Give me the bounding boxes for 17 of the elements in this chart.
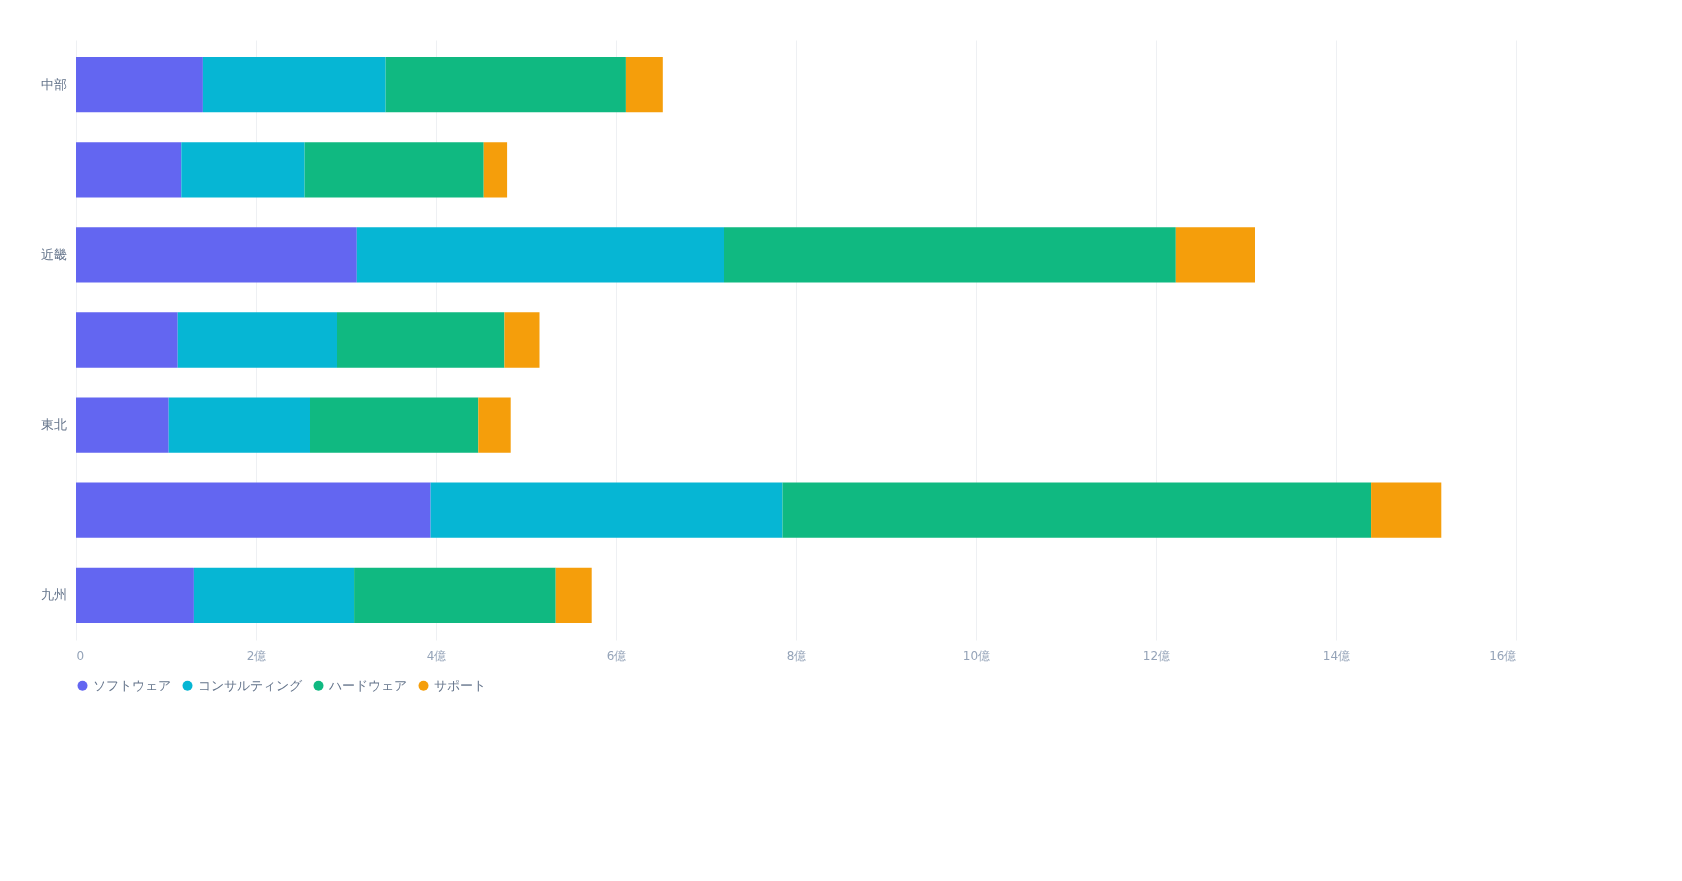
x-tick-label: 14億: [1322, 648, 1351, 663]
x-tick-label: 12億: [1142, 648, 1171, 663]
x-tick-label: 16億: [1489, 648, 1517, 663]
x-tick-label: 10億: [962, 648, 991, 663]
y-tick-label: 九州: [40, 587, 67, 603]
legend-label: ハードウェア: [328, 677, 407, 693]
y-tick-label: 東北: [40, 417, 67, 433]
legend-label: サポート: [434, 677, 486, 693]
legend-label: コンサルティング: [198, 677, 303, 693]
x-tick-label: 0: [76, 648, 85, 663]
x-tick-label: 8億: [786, 648, 807, 663]
x-tick-label: 6億: [606, 648, 627, 663]
x-tick-label: 4億: [426, 648, 447, 663]
x-tick-label: 2億: [246, 648, 267, 663]
y-tick-label: 中部: [40, 76, 67, 92]
y-tick-label: 近畿: [40, 246, 67, 262]
legend-label: ソフトウェア: [93, 677, 171, 693]
